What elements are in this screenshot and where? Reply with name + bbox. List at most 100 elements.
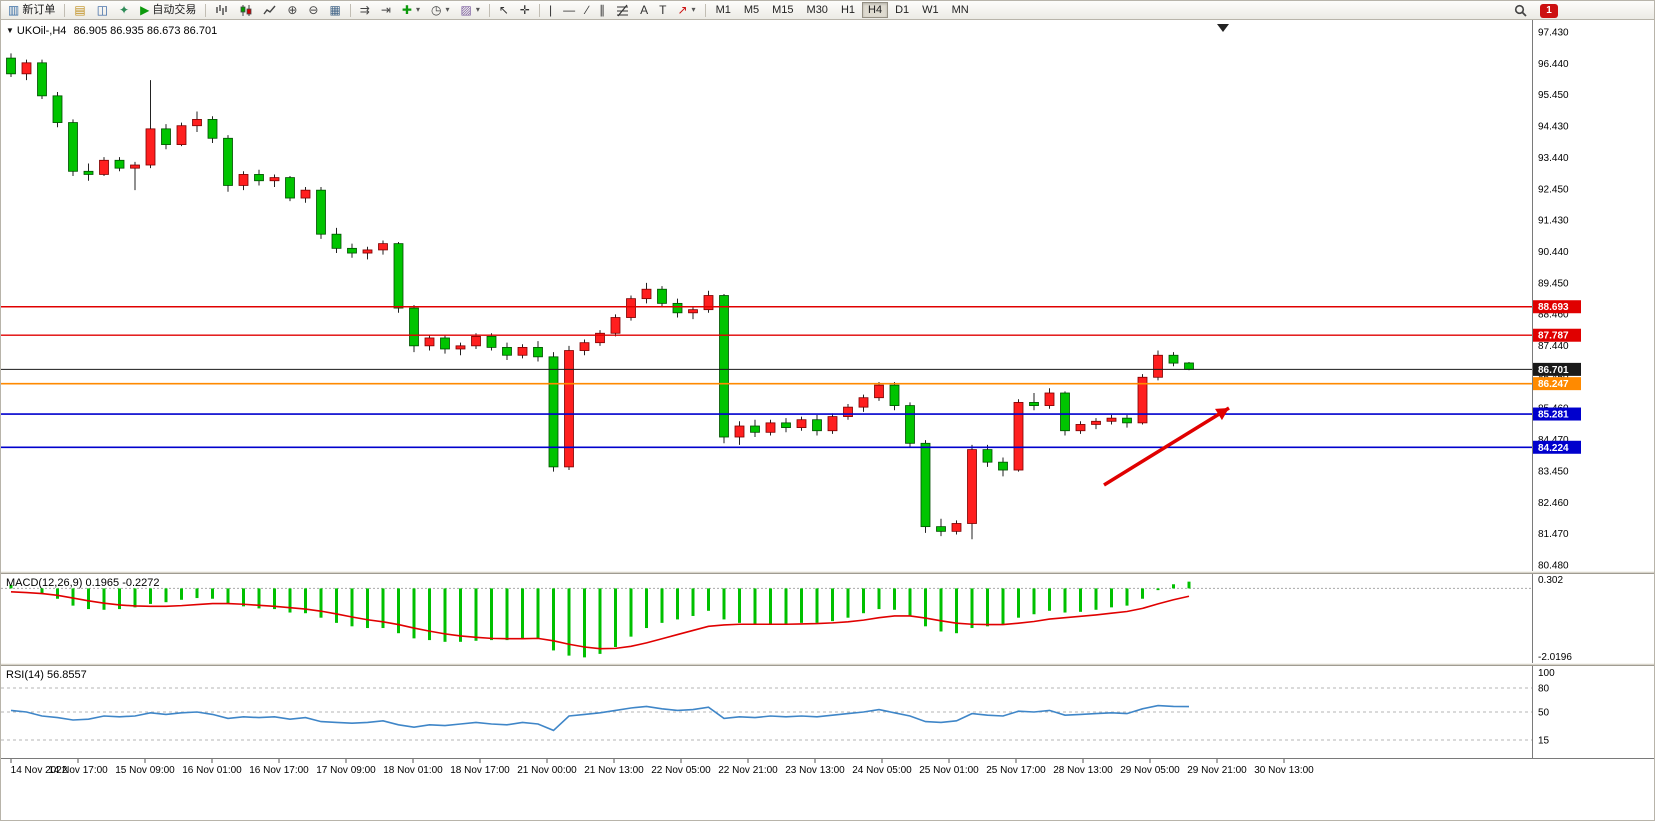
timeframe-m1[interactable]: M1	[710, 2, 737, 18]
time-axis-label: 28 Nov 13:00	[1053, 765, 1113, 776]
arrows-button[interactable]: ↗ ▾	[672, 2, 700, 19]
line-chart-icon	[263, 5, 276, 14]
timeframe-w1[interactable]: W1	[916, 2, 945, 18]
price-level-box: 87.787	[1533, 328, 1581, 342]
price-axis-label: 81.470	[1538, 529, 1569, 540]
price-level-box: 86.247	[1533, 377, 1581, 391]
time-axis-label: 22 Nov 05:00	[651, 765, 711, 776]
price-level-box: 85.281	[1533, 407, 1581, 421]
templates-icon: ▨	[460, 3, 472, 17]
price-axis-label: 87.440	[1538, 341, 1569, 352]
equidistant-channel-icon: ∥	[599, 3, 606, 17]
price-axis-label: 84.470	[1538, 435, 1569, 446]
label-icon: T	[659, 3, 667, 17]
periods-button[interactable]: ◷ ▾	[426, 2, 455, 19]
new-order-button[interactable]: ▥ 新订单	[3, 2, 60, 19]
trend-arrow[interactable]	[1103, 406, 1230, 487]
bar-chart-button[interactable]	[210, 2, 233, 19]
tile-windows-button[interactable]: ▦	[324, 2, 345, 19]
time-axis-label: 21 Nov 00:00	[517, 765, 577, 776]
zoom-out-button[interactable]: ⊖	[303, 2, 323, 19]
auto-scroll-icon: ⇉	[359, 3, 370, 17]
toolbar-separator	[349, 3, 351, 17]
price-axis-label: 95.450	[1538, 90, 1569, 101]
auto-scroll-button[interactable]: ⇉	[355, 2, 375, 19]
timeframe-toolbar: M1 M5 M15 M30 H1 H4 D1 W1 MN	[710, 2, 975, 18]
macd-scale-min: -2.0196	[1538, 652, 1572, 663]
rsi-line	[10, 704, 1190, 732]
timeframe-h1[interactable]: H1	[835, 2, 861, 18]
indicators-button[interactable]: ✚ ▾	[397, 2, 425, 19]
chevron-down-icon: ▾	[445, 5, 450, 14]
panel-splitter[interactable]	[1, 571, 1654, 574]
auto-trading-button[interactable]: ▶ 自动交易	[135, 2, 201, 19]
chart-shift-marker[interactable]	[1217, 24, 1229, 32]
macd-signal-line	[10, 591, 1190, 650]
time-axis-label: 24 Nov 05:00	[852, 765, 912, 776]
zoom-in-icon: ⊕	[287, 3, 298, 17]
vertical-line-button[interactable]: |	[544, 2, 557, 19]
main-chart-panel[interactable]: 97.430 96.440 95.450 94.430 93.440 92.450 91.4…	[1, 20, 1655, 571]
rsi-scale-label: 100	[1538, 668, 1555, 679]
line-chart-button[interactable]	[258, 2, 281, 19]
rsi-scale-label: 15	[1538, 736, 1550, 747]
arrows-icon: ↗	[677, 3, 688, 17]
chevron-down-icon: ▾	[415, 5, 420, 14]
panel-splitter[interactable]	[1, 663, 1654, 666]
trendline-button[interactable]: ∕	[581, 2, 593, 19]
data-window-button[interactable]: ◫	[92, 2, 113, 19]
market-watch-button[interactable]: ▤	[69, 2, 90, 19]
rsi-scale-label: 80	[1538, 684, 1550, 695]
price-axis-label: 83.450	[1538, 466, 1569, 477]
price-axis-label: 82.460	[1538, 498, 1569, 509]
time-axis-label: 25 Nov 17:00	[986, 765, 1046, 776]
candlestick-chart-button[interactable]	[234, 2, 257, 19]
candlestick-chart-icon	[240, 4, 252, 16]
new-order-label: 新订单	[22, 3, 56, 16]
crosshair-button[interactable]: ✛	[515, 2, 535, 19]
equidistant-channel-button[interactable]: ∥	[594, 2, 610, 19]
time-axis-label: 21 Nov 13:00	[584, 765, 644, 776]
periods-icon: ◷	[431, 3, 442, 17]
zoom-in-button[interactable]: ⊕	[282, 2, 302, 19]
time-axis-label: 23 Nov 13:00	[785, 765, 845, 776]
text-button[interactable]: A	[635, 2, 653, 19]
rsi-panel[interactable]: 100 80 50 15	[1, 666, 1655, 758]
macd-histogram	[9, 581, 1191, 658]
toolbar-separator	[538, 3, 540, 17]
svg-text:86.701: 86.701	[1538, 365, 1569, 376]
macd-scale-max: 0.302	[1538, 575, 1563, 586]
auto-trading-label: 自动交易	[152, 3, 197, 16]
timeframe-h4[interactable]: H4	[862, 2, 889, 18]
timeframe-d1[interactable]: D1	[889, 2, 915, 18]
notification-badge[interactable]: 1	[1540, 3, 1558, 18]
fibonacci-button[interactable]	[611, 2, 634, 19]
horizontal-line-icon: —	[563, 3, 576, 17]
price-axis-label: 89.450	[1538, 278, 1569, 289]
price-axis-label: 88.460	[1538, 310, 1569, 321]
navigator-button[interactable]: ✦	[114, 2, 134, 19]
bar-chart-icon	[216, 4, 228, 15]
horizontal-line-button[interactable]: —	[558, 2, 580, 19]
time-axis-label: 18 Nov 01:00	[383, 765, 443, 776]
candles	[6, 53, 1194, 540]
label-button[interactable]: T	[654, 2, 671, 19]
cursor-button[interactable]: ↖	[494, 2, 514, 19]
timeframe-m30[interactable]: M30	[801, 2, 834, 18]
timeframe-m15[interactable]: M15	[766, 2, 799, 18]
price-axis-label: 91.430	[1538, 216, 1569, 227]
timeframe-mn[interactable]: MN	[946, 2, 975, 18]
timeframe-m5[interactable]: M5	[738, 2, 765, 18]
toolbar-separator	[64, 3, 66, 17]
data-window-icon: ◫	[96, 3, 109, 17]
indicators-icon: ✚	[401, 3, 412, 17]
chart-shift-button[interactable]: ⇥	[376, 2, 396, 19]
play-icon: ▶	[140, 2, 150, 17]
crosshair-icon: ✛	[519, 3, 530, 17]
tile-windows-icon: ▦	[329, 3, 341, 17]
templates-button[interactable]: ▨ ▾	[456, 2, 485, 19]
macd-panel[interactable]: 0.302 -2.0196	[1, 574, 1655, 663]
search-button[interactable]	[1509, 2, 1532, 19]
